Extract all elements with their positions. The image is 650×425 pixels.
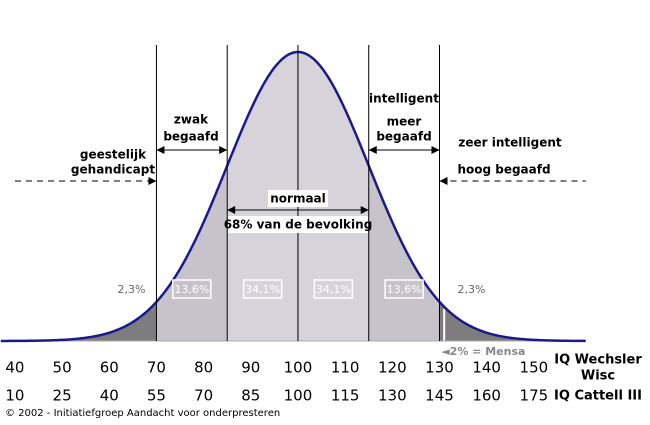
annotation: intelligent [369, 92, 439, 106]
region-label: 34,1% [245, 283, 280, 296]
annotation: begaafd [163, 130, 218, 144]
footer: © 2002 - Initiatiefgroep Aandacht voor o… [5, 408, 280, 419]
annotation-bg [228, 216, 368, 233]
annotation: geestelijk [80, 148, 147, 162]
x2-tick-label: 100 [284, 387, 313, 405]
arrow-head [368, 146, 377, 154]
label-box [384, 279, 424, 299]
x2-tick-label: 145 [425, 387, 454, 405]
region-label: 2,3% [117, 283, 145, 296]
x-tick-label: 100 [284, 359, 313, 377]
x2-tick-label: 130 [378, 387, 407, 405]
x-tick-label: 40 [5, 359, 24, 377]
region-label: 2,3% [458, 283, 486, 296]
x-tick-label: 140 [472, 359, 501, 377]
annotation: meer [387, 115, 422, 129]
annotation-bg [268, 190, 328, 207]
annotation: gehandicapt [71, 163, 155, 177]
annotation: zeer intelligent [458, 136, 562, 150]
region [439, 301, 586, 341]
x-tick-label: 50 [53, 359, 72, 377]
x2-tick-label: 175 [520, 387, 549, 405]
x2-tick-label: 115 [331, 387, 360, 405]
x-axis-label: Wisc [581, 369, 615, 384]
arrow-head [219, 146, 228, 154]
mensa-label: ◄2% = Mensa [441, 345, 525, 358]
arrow-head [439, 177, 448, 185]
label-box [313, 279, 354, 299]
region-label: 13,6% [174, 283, 209, 296]
arrow-head [360, 206, 369, 214]
x2-tick-label: 10 [5, 387, 24, 405]
x2-axis-label: IQ Cattell III [554, 389, 642, 404]
annotation: normaal [270, 192, 326, 206]
x-tick-label: 130 [425, 359, 454, 377]
x2-tick-label: 160 [472, 387, 501, 405]
x2-tick-label: 40 [100, 387, 119, 405]
x-axis-label: IQ Wechsler [554, 353, 642, 368]
x2-tick-label: 25 [53, 387, 72, 405]
arrow-head [227, 206, 236, 214]
region [0, 301, 157, 341]
region-label: 13,6% [387, 283, 422, 296]
x2-tick-label: 85 [241, 387, 260, 405]
region-label: 34,1% [316, 283, 351, 296]
x2-tick-label: 55 [147, 387, 166, 405]
curve [0, 50, 586, 343]
x2-tick-label: 70 [194, 387, 213, 405]
x-tick-label: 110 [331, 359, 360, 377]
x-tick-label: 60 [100, 359, 119, 377]
x-tick-label: 70 [147, 359, 166, 377]
arrow-head [156, 146, 165, 154]
x-tick-label: 150 [520, 359, 549, 377]
label-box [242, 279, 283, 299]
label-box [172, 279, 212, 299]
annotation: begaafd [376, 130, 431, 144]
x-tick-label: 120 [378, 359, 407, 377]
x-tick-label: 80 [194, 359, 213, 377]
annotation: 68% van de bevolking [224, 218, 373, 232]
arrow-head [431, 146, 440, 154]
x-tick-label: 90 [241, 359, 260, 377]
annotation: zwak [174, 113, 209, 127]
arrow-head [148, 177, 157, 185]
annotation: hoog begaafd [457, 163, 550, 177]
